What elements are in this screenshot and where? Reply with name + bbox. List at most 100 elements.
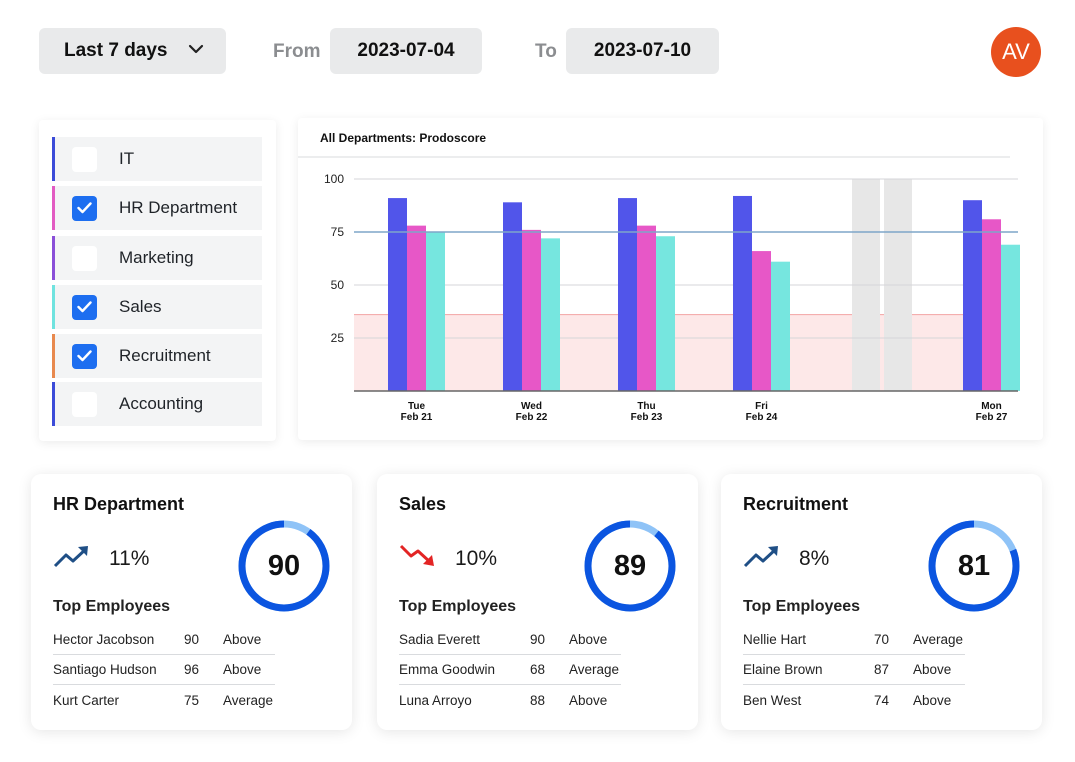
department-color-bar [52, 285, 55, 329]
bar-series-2 [522, 229, 541, 391]
x-tick-label: Feb 23 [631, 412, 663, 423]
trend-value: 11% [109, 546, 150, 570]
to-date-field[interactable]: 2023-07-10 [566, 28, 719, 74]
employee-row[interactable]: Santiago Hudson 96 Above [53, 655, 275, 685]
bar-series-3 [541, 238, 560, 391]
score-card-hr-department[interactable]: HR Department 11% 90 Top Employees Hector Ja… [31, 474, 352, 730]
employee-name: Kurt Carter [53, 692, 120, 708]
department-checkbox[interactable] [72, 245, 97, 271]
bar-series-1 [503, 202, 522, 391]
y-tick-label: 100 [324, 172, 344, 186]
employee-row[interactable]: Emma Goodwin 68 Average [399, 655, 621, 685]
bar-series-3 [1001, 244, 1020, 391]
bar-series-2 [752, 251, 771, 391]
bar-series-3 [426, 232, 445, 391]
employee-row[interactable]: Sadia Everett 90 Above [399, 625, 621, 655]
department-item-marketing[interactable]: Marketing [52, 236, 262, 280]
employee-rating: Above [223, 632, 262, 647]
department-color-bar [52, 334, 55, 378]
x-tick-label: Fri [755, 401, 768, 412]
trend-down-icon [399, 544, 437, 573]
chart-svg: All Departments: Prodoscore 25 50 75 100 Tue F… [298, 131, 1020, 423]
employee-score: 70 [874, 632, 890, 647]
x-tick-label: Feb 27 [976, 412, 1008, 423]
top-employees-heading: Top Employees [399, 598, 517, 615]
chevron-down-icon [188, 41, 204, 63]
date-range-select[interactable]: Last 7 days [39, 28, 226, 74]
employee-rating: Above [913, 692, 952, 708]
employee-rating: Average [569, 662, 620, 677]
employee-row[interactable]: Kurt Carter 75 Average [53, 685, 275, 715]
card-title: Recruitment [743, 494, 849, 514]
department-item-accounting[interactable]: Accounting [52, 382, 262, 426]
department-label: HR Department [119, 198, 238, 217]
employee-rating: Average [913, 632, 964, 647]
y-tick-label: 50 [331, 278, 345, 292]
bar-series-1 [963, 200, 982, 391]
score-value: 90 [267, 549, 301, 582]
y-tick-label: 25 [331, 331, 345, 345]
from-date-value: 2023-07-04 [357, 40, 455, 61]
avatar[interactable]: AV [991, 27, 1041, 77]
bar-series-1 [733, 195, 752, 391]
department-label: IT [119, 149, 135, 168]
employee-name: Santiago Hudson [53, 662, 157, 677]
department-checkbox[interactable] [72, 294, 97, 320]
from-label: From [273, 41, 321, 62]
score-value: 81 [957, 549, 991, 582]
y-tick-label: 75 [331, 225, 345, 239]
prodoscore-chart: All Departments: Prodoscore 25 50 75 100 Tue F… [298, 118, 1043, 440]
employee-rating: Above [913, 662, 952, 677]
score-ring [928, 520, 1020, 612]
x-tick-label: Tue [408, 401, 425, 412]
trend-up-icon [743, 544, 781, 573]
date-range-label: Last 7 days [64, 40, 168, 61]
chart-title: All Departments: Prodoscore [320, 131, 486, 145]
department-label: Marketing [119, 248, 194, 267]
department-label: Accounting [119, 394, 204, 413]
trend: 11% [53, 544, 149, 573]
employee-name: Emma Goodwin [399, 662, 496, 677]
card-title: HR Department [53, 494, 185, 514]
employee-row[interactable]: Luna Arroyo 88 Above [399, 685, 621, 715]
department-checkbox[interactable] [72, 391, 97, 417]
trend: 10% [399, 544, 497, 573]
department-item-hr-department[interactable]: HR Department [52, 186, 262, 230]
department-item-recruitment[interactable]: Recruitment [52, 334, 262, 378]
bar-series-1 [388, 198, 407, 391]
score-ring [238, 520, 330, 612]
employee-name: Hector Jacobson [53, 632, 155, 647]
score-card-sales[interactable]: Sales 10% 89 Top Employees Sadia Everett 90 Ab… [377, 474, 698, 730]
employee-name: Sadia Everett [399, 632, 481, 647]
employee-score: 87 [874, 662, 890, 677]
department-checkbox[interactable] [72, 195, 97, 221]
employee-row[interactable]: Ben West 74 Above [743, 685, 965, 715]
employee-name: Ben West [743, 692, 802, 708]
x-tick-label: Feb 22 [516, 412, 548, 423]
department-checkbox[interactable] [72, 146, 97, 172]
x-tick-label: Thu [637, 401, 655, 412]
department-item-it[interactable]: IT [52, 137, 262, 181]
department-label: Sales [119, 297, 162, 316]
trend-value: 8% [799, 546, 830, 570]
to-label: To [535, 41, 557, 62]
card-title: Sales [399, 494, 447, 514]
employee-row[interactable]: Elaine Brown 87 Above [743, 655, 965, 685]
employee-rating: Average [223, 692, 274, 708]
bar-series-3 [656, 236, 675, 391]
employee-row[interactable]: Nellie Hart 70 Average [743, 625, 965, 655]
employee-score: 68 [530, 662, 546, 677]
department-item-sales[interactable]: Sales [52, 285, 262, 329]
department-checkbox[interactable] [72, 343, 97, 369]
score-card-recruitment[interactable]: Recruitment 8% 81 Top Employees Nellie Hart 7… [721, 474, 1042, 730]
employee-row[interactable]: Hector Jacobson 90 Above [53, 625, 275, 655]
low-score-band [354, 314, 1018, 391]
score-ring [584, 520, 676, 612]
department-label: Recruitment [119, 346, 211, 365]
bar-series-2 [982, 219, 1001, 391]
from-date-field[interactable]: 2023-07-04 [330, 28, 482, 74]
employee-name: Luna Arroyo [399, 692, 472, 708]
department-color-bar [52, 186, 55, 230]
department-color-bar [52, 236, 55, 280]
department-color-bar [52, 382, 55, 426]
